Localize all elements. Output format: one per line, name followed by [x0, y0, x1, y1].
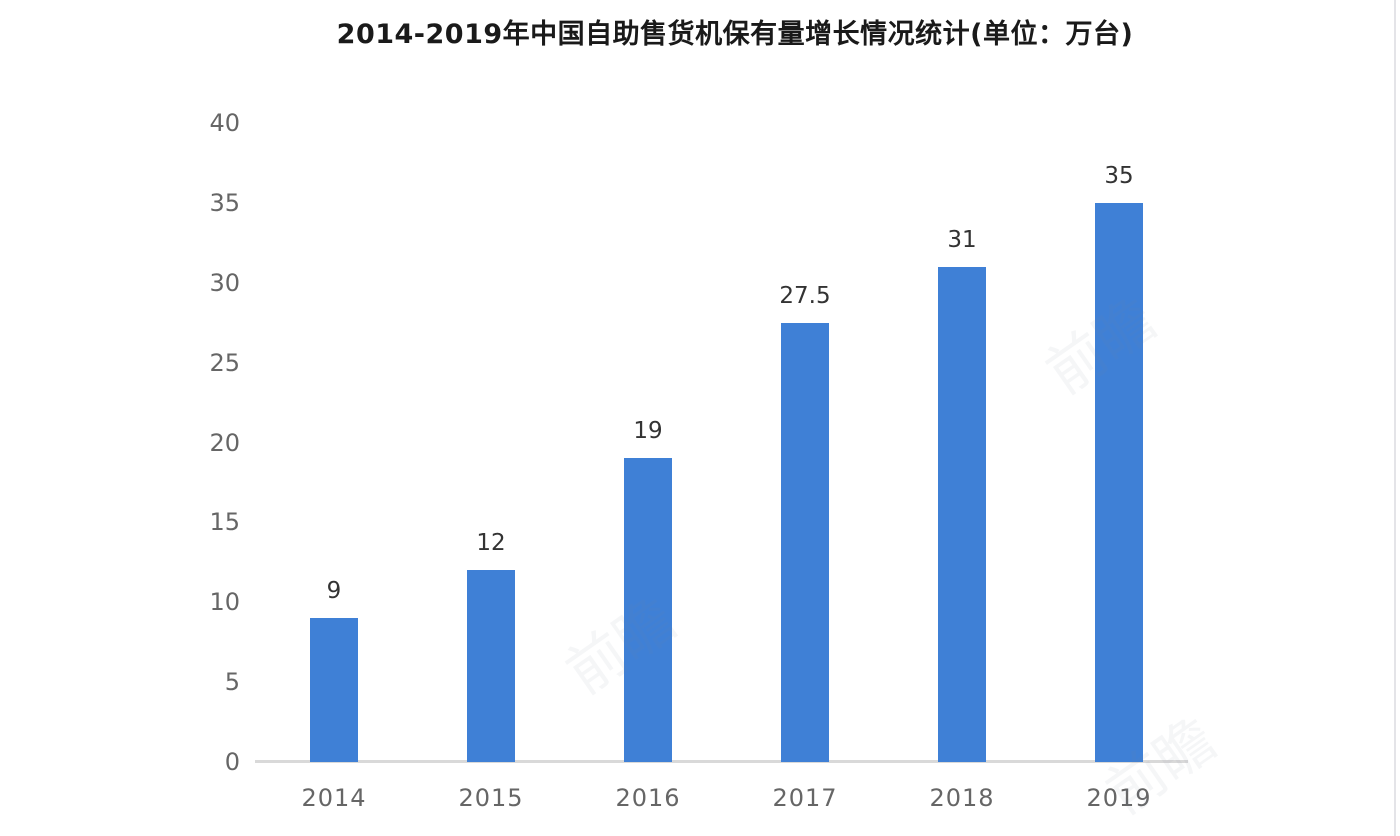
bar-2018: [938, 266, 986, 762]
chart-title: 2014-2019年中国自助售货机保有量增长情况统计(单位：万台): [336, 19, 1134, 50]
y-tick-label: 5: [224, 668, 240, 697]
bar-2016: [624, 458, 672, 762]
right-edge-line: [1394, 0, 1396, 836]
x-tick-label-2016: 2016: [615, 784, 681, 812]
bar-value-label-2019: 35: [1104, 162, 1134, 189]
y-tick-label: 35: [209, 188, 240, 217]
x-tick-label-2017: 2017: [772, 784, 838, 812]
y-tick-label: 40: [209, 109, 240, 137]
y-tick-label: 15: [209, 508, 240, 537]
x-axis-line: [255, 760, 1188, 763]
y-tick-label: 20: [209, 428, 240, 457]
bar-value-label-2018: 31: [947, 226, 977, 253]
x-tick-label-2018: 2018: [929, 784, 995, 812]
bar-value-label-2015: 12: [476, 530, 506, 557]
bar-value-label-2016: 19: [633, 418, 663, 445]
x-tick-label-2014: 2014: [301, 784, 367, 812]
bar-2017: [781, 322, 829, 762]
y-tick-label: 10: [209, 588, 240, 617]
bar-2019: [1095, 202, 1143, 762]
y-tick-label: 0: [224, 748, 240, 776]
y-tick-label: 30: [209, 268, 240, 297]
y-tick-label: 25: [209, 348, 240, 377]
bar-2015: [467, 570, 515, 762]
bar-value-label-2017: 27.5: [779, 282, 831, 309]
x-tick-label-2019: 2019: [1086, 784, 1152, 812]
bar-2014: [310, 618, 358, 762]
bar-value-label-2014: 9: [326, 578, 342, 605]
x-tick-label-2015: 2015: [458, 784, 524, 812]
